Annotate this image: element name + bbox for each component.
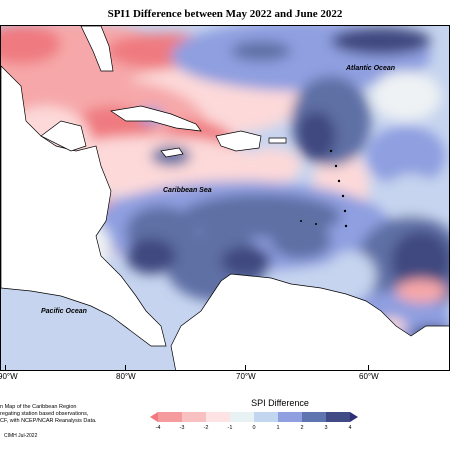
atlantic-ocean-label: Atlantic Ocean — [345, 65, 395, 72]
pacific-ocean-label: Pacific Ocean — [41, 308, 87, 315]
hispaniola-land — [215, 130, 262, 152]
florida-land — [80, 26, 114, 72]
legend-arrow-low — [150, 412, 158, 422]
lon-tick-80w — [125, 365, 126, 371]
map-panel: Atlantic Ocean Caribbean Sea Pacific Oce… — [0, 25, 450, 371]
copyright-text: CIMH Jul-2022 — [4, 433, 38, 439]
legend-tick-label: -2 — [203, 425, 209, 431]
legend-tick-label: 1 — [276, 425, 280, 431]
legend-tick-label: -3 — [179, 425, 185, 431]
map-title: SPI1 Difference between May 2022 and Jun… — [107, 8, 343, 20]
legend-tick-label: -1 — [227, 425, 233, 431]
legend-arrow-high — [350, 412, 358, 422]
legend-tick-label: 3 — [324, 425, 328, 431]
credit-line-1: n Map of the Caribbean Region — [0, 404, 77, 410]
yucatan-land — [40, 120, 87, 152]
spi-map: Atlantic Ocean Caribbean Sea Pacific Oce… — [1, 26, 449, 370]
credit-line-2: regating station based observations, — [0, 411, 89, 417]
lesser-antilles — [300, 149, 348, 228]
south-america-land — [170, 273, 449, 370]
central-america-land — [1, 65, 167, 347]
lon-label-80w: 80°W — [116, 372, 136, 381]
legend-title: SPI Difference — [251, 398, 309, 408]
lon-tick-60w — [368, 365, 369, 371]
land-masses — [1, 26, 449, 370]
legend-swatch — [254, 412, 278, 422]
credit-line-3: CF, with NCEP/NCAR Reanalysis Data. — [0, 418, 97, 424]
legend-tick-label: -4 — [155, 425, 161, 431]
legend-swatch — [230, 412, 254, 422]
legend-tick-label: 2 — [300, 425, 304, 431]
legend-swatch — [206, 412, 230, 422]
legend-swatch — [326, 412, 350, 422]
lon-tick-90w — [5, 365, 6, 371]
lon-label-90w: 90°W — [0, 372, 18, 381]
caribbean-sea-label: Caribbean Sea — [163, 187, 212, 194]
cuba-land — [110, 105, 202, 132]
legend-swatch — [182, 412, 206, 422]
legend-tick-label: 0 — [252, 425, 256, 431]
legend-tick-label: 4 — [348, 425, 352, 431]
lon-label-60w: 60°W — [359, 372, 379, 381]
lon-label-70w: 70°W — [236, 372, 256, 381]
legend-svg — [150, 412, 358, 422]
lon-tick-70w — [245, 365, 246, 371]
jamaica-land — [160, 147, 184, 158]
legend-colorbar — [150, 410, 400, 431]
legend-swatch — [278, 412, 302, 422]
legend-swatch — [302, 412, 326, 422]
puerto-rico-land — [268, 137, 287, 144]
legend-swatch — [158, 412, 182, 422]
